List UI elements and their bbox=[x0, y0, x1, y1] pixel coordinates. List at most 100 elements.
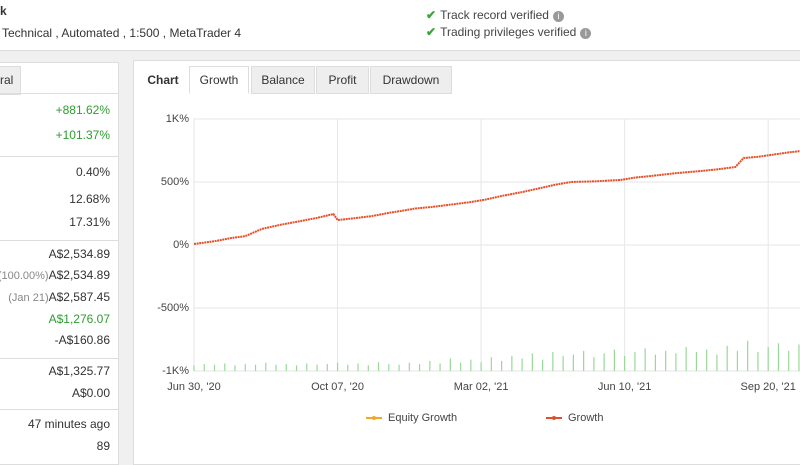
bar bbox=[593, 357, 595, 371]
subtitle: Technical , Automated , 1:500 , MetaTrad… bbox=[2, 26, 242, 40]
badge: ✔ Track record verified i bbox=[426, 8, 564, 22]
bar bbox=[685, 347, 687, 371]
bar bbox=[224, 363, 226, 371]
bar bbox=[213, 364, 216, 371]
tab[interactable]: ral bbox=[0, 66, 21, 95]
badge-text: Track record verified bbox=[440, 8, 549, 22]
separator bbox=[0, 156, 118, 157]
chart-panel: 1K% 500% 0% -500% -1K% Jun 30, '20 Oct 07, '20… bbox=[133, 60, 800, 465]
stat-value: A$2,587.45 bbox=[48, 290, 110, 304]
line bbox=[193, 150, 800, 245]
bar bbox=[634, 352, 636, 371]
bar bbox=[501, 360, 503, 371]
bar bbox=[203, 364, 205, 371]
stat-row: 0.40% bbox=[76, 165, 110, 179]
x-tick-label: Mar 02, '21 bbox=[454, 381, 509, 393]
separator bbox=[0, 409, 118, 410]
legend-marker bbox=[372, 416, 376, 420]
x-tick-label: Jun 10, '21 bbox=[598, 381, 651, 393]
chart: 1K% 500% 0% -500% -1K% Jun 30, '20 Oct 07, '20… bbox=[157, 113, 800, 424]
stat-value: 0.40% bbox=[75, 165, 110, 179]
stat-note: (100.00%) bbox=[0, 270, 49, 282]
bar bbox=[254, 364, 257, 371]
tab[interactable]: Growth bbox=[189, 66, 249, 94]
stat-row: +101.37% bbox=[56, 128, 110, 142]
stat-row: A$1,276.07 bbox=[49, 312, 110, 326]
bar bbox=[347, 364, 349, 371]
bar bbox=[583, 350, 585, 371]
y-tick-label: 1K% bbox=[166, 113, 189, 125]
bar bbox=[265, 362, 267, 371]
bar bbox=[747, 340, 749, 371]
stat-value: A$2,534.89 bbox=[48, 268, 110, 282]
bar bbox=[675, 353, 677, 371]
stat-value: A$1,276.07 bbox=[48, 312, 110, 326]
bar bbox=[542, 359, 544, 371]
bar bbox=[275, 364, 277, 371]
bar bbox=[531, 353, 533, 371]
bar bbox=[480, 362, 482, 371]
tab: Chart bbox=[138, 66, 188, 94]
stat-row: (100.00%)A$2,534.89 bbox=[0, 268, 110, 282]
bar bbox=[449, 358, 451, 371]
stat-value: A$1,325.77 bbox=[48, 364, 110, 378]
stat-row: A$1,325.77 bbox=[49, 364, 110, 378]
y-tick-label: -1K% bbox=[162, 365, 189, 377]
stat-value: 17.31% bbox=[69, 215, 110, 229]
stat-row: 89 bbox=[97, 439, 110, 453]
stat-note: (Jan 21) bbox=[8, 292, 49, 304]
bar bbox=[459, 362, 462, 371]
bar bbox=[695, 352, 698, 371]
stat-row: -A$160.86 bbox=[55, 333, 110, 347]
stat-value: A$0.00 bbox=[71, 386, 110, 400]
legend-label: Equity Growth bbox=[388, 412, 457, 424]
stat-row: +881.62% bbox=[56, 103, 110, 117]
header: k Technical , Automated , 1:500 , MetaTr… bbox=[0, 0, 800, 51]
bar bbox=[418, 364, 421, 371]
bar bbox=[439, 363, 441, 371]
stat-value: 12.68% bbox=[69, 192, 110, 206]
stat-value: -A$160.86 bbox=[54, 333, 110, 347]
stat-row: 17.31% bbox=[69, 215, 110, 229]
bar bbox=[234, 365, 236, 371]
stat-row: 47 minutes ago bbox=[28, 417, 110, 431]
stats-panel: ral +881.62% +101.37% 0.40% 12.68% 17.31% A$2… bbox=[0, 62, 119, 465]
tab[interactable]: Profit bbox=[316, 66, 369, 94]
x-tick-label: Sep 20, '21 bbox=[741, 381, 796, 393]
bar bbox=[357, 363, 359, 371]
bar bbox=[777, 343, 780, 371]
bar bbox=[624, 355, 626, 371]
stat-row: A$0.00 bbox=[72, 386, 110, 400]
bar bbox=[552, 352, 554, 371]
badge-text: Trading privileges verified bbox=[440, 25, 577, 39]
bar bbox=[326, 364, 328, 371]
bar bbox=[193, 365, 195, 371]
stat-value: 47 minutes ago bbox=[27, 417, 110, 431]
legend-label: Growth bbox=[568, 412, 603, 424]
stat-row: (Jan 21)A$2,587.45 bbox=[8, 290, 110, 304]
bar bbox=[757, 352, 759, 371]
bar bbox=[613, 349, 615, 371]
bar bbox=[367, 365, 369, 371]
bar bbox=[490, 357, 492, 371]
bar bbox=[470, 359, 472, 371]
bar bbox=[429, 360, 431, 371]
bar bbox=[736, 350, 739, 371]
tab[interactable]: Balance bbox=[251, 66, 315, 94]
bar bbox=[306, 363, 308, 371]
bar bbox=[798, 344, 800, 371]
bar bbox=[388, 364, 390, 371]
bar bbox=[408, 362, 410, 371]
tab[interactable]: Drawdown bbox=[370, 66, 452, 94]
bar bbox=[572, 354, 574, 371]
stat-value: A$2,534.89 bbox=[48, 247, 110, 261]
bar bbox=[665, 350, 667, 371]
badge: ✔ Trading privileges verified i bbox=[426, 25, 592, 39]
title: k bbox=[0, 4, 7, 18]
stat-value: 89 bbox=[96, 439, 110, 453]
bar bbox=[706, 349, 708, 371]
y-tick-label: -500% bbox=[157, 302, 189, 314]
stat-value: +881.62% bbox=[55, 103, 110, 117]
bar bbox=[788, 350, 790, 371]
